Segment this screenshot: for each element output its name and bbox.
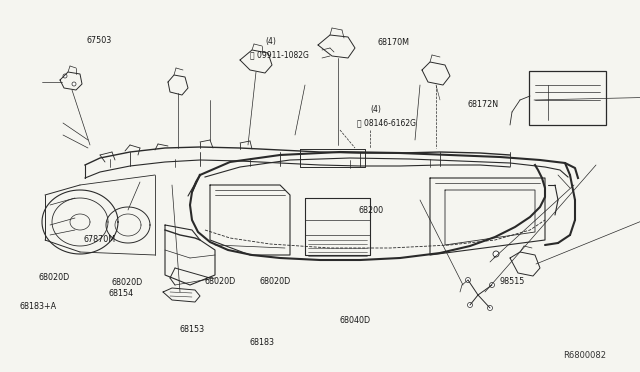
Text: R6800082: R6800082 xyxy=(563,351,606,360)
FancyBboxPatch shape xyxy=(529,71,606,125)
Text: 68020D: 68020D xyxy=(259,278,291,286)
Text: 68170M: 68170M xyxy=(378,38,410,47)
Text: 68183: 68183 xyxy=(250,338,275,347)
Text: 98515: 98515 xyxy=(499,278,525,286)
Text: (4): (4) xyxy=(370,105,381,114)
Text: 68154: 68154 xyxy=(109,289,134,298)
Text: 68153: 68153 xyxy=(179,325,204,334)
Text: 68040D: 68040D xyxy=(339,316,371,325)
Circle shape xyxy=(465,278,470,282)
Circle shape xyxy=(63,74,67,78)
Text: (4): (4) xyxy=(266,37,276,46)
Text: 68020D: 68020D xyxy=(112,278,143,287)
Circle shape xyxy=(72,82,76,86)
Text: 68020D: 68020D xyxy=(205,278,236,286)
Text: 68020D: 68020D xyxy=(38,273,70,282)
Text: 68172N: 68172N xyxy=(467,100,499,109)
Text: Ⓑ 08146-6162G: Ⓑ 08146-6162G xyxy=(357,118,416,127)
Text: 68200: 68200 xyxy=(358,206,383,215)
Text: 67503: 67503 xyxy=(86,36,111,45)
Text: 68183+A: 68183+A xyxy=(19,302,56,311)
Circle shape xyxy=(467,302,472,308)
Circle shape xyxy=(490,282,495,288)
Circle shape xyxy=(493,251,499,257)
Text: 67870M: 67870M xyxy=(83,235,115,244)
Circle shape xyxy=(488,305,493,311)
Text: Ⓝ 09911-1082G: Ⓝ 09911-1082G xyxy=(250,51,308,60)
